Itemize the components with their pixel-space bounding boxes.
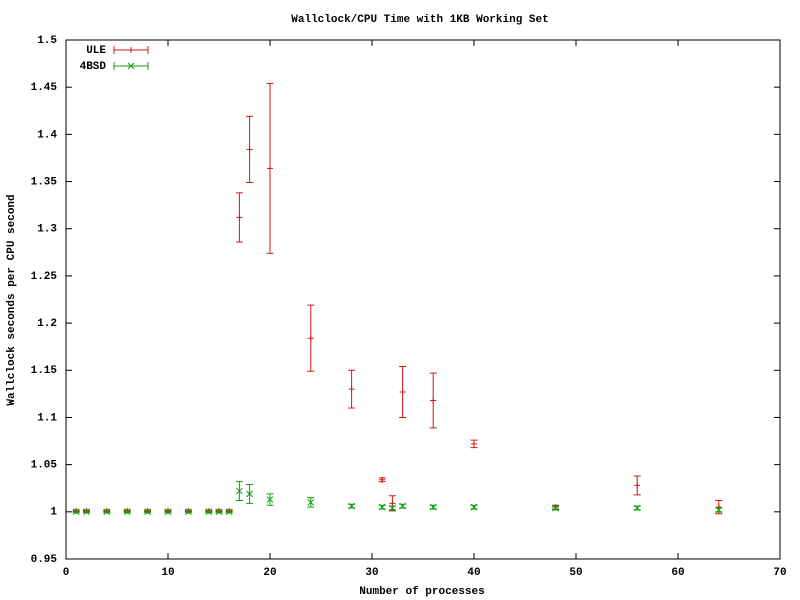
- legend-label: 4BSD: [80, 61, 107, 73]
- point-marker: [205, 508, 213, 516]
- point-marker: [164, 508, 172, 516]
- point-marker: [471, 440, 477, 447]
- point-marker: [246, 146, 253, 153]
- point-marker: [307, 335, 314, 342]
- point-marker: [348, 386, 355, 393]
- point-marker: [715, 506, 723, 514]
- point-marker: [634, 482, 641, 489]
- chart-title: Wallclock/CPU Time with 1KB Working Set: [291, 14, 548, 26]
- x-tick-label: 10: [161, 567, 174, 579]
- x-tick-label: 30: [365, 567, 378, 579]
- y-tick-label: 1.3: [37, 224, 57, 236]
- point-marker: [185, 508, 192, 516]
- point-marker: [215, 508, 223, 516]
- point-marker: [348, 502, 355, 510]
- x-tick-label: 60: [671, 567, 684, 579]
- y-tick-label: 1.25: [31, 271, 58, 283]
- legend-sample: [113, 62, 149, 70]
- point-marker: [389, 500, 396, 507]
- point-marker: [429, 503, 437, 511]
- point-marker: [123, 508, 131, 516]
- point-marker: [246, 490, 253, 498]
- plot-frame: [65, 39, 781, 560]
- point-marker: [83, 508, 90, 516]
- y-tick-label: 1.4: [37, 129, 57, 141]
- point-marker: [470, 503, 478, 511]
- point-marker: [430, 397, 437, 404]
- y-axis-label: Wallclock seconds per CPU second: [6, 194, 18, 405]
- point-marker: [103, 508, 111, 516]
- y-tick-label: 1.2: [37, 318, 57, 330]
- y-tick-label: 1.1: [37, 412, 57, 424]
- y-tick-label: 1.05: [31, 460, 58, 472]
- point-marker: [266, 496, 274, 503]
- point-marker: [399, 502, 406, 510]
- point-marker: [307, 499, 315, 506]
- point-marker: [399, 388, 406, 395]
- y-tick-label: 1: [50, 507, 57, 519]
- point-marker: [633, 504, 641, 512]
- point-marker: [144, 508, 151, 516]
- y-tick-label: 1.15: [31, 365, 58, 377]
- point-marker: [236, 487, 243, 495]
- point-marker: [225, 508, 233, 516]
- x-tick-label: 20: [263, 567, 276, 579]
- y-tick-label: 0.95: [31, 554, 58, 566]
- y-tick-label: 1.35: [31, 176, 58, 188]
- x-axis-label: Number of processes: [359, 586, 484, 598]
- x-tick-label: 0: [63, 567, 70, 579]
- point-marker: [72, 508, 80, 516]
- point-marker: [379, 476, 386, 483]
- point-marker: [267, 165, 273, 172]
- legend-label: ULE: [86, 45, 106, 57]
- point-marker: [236, 214, 243, 221]
- x-tick-label: 50: [569, 567, 582, 579]
- point-marker: [389, 504, 396, 512]
- point-marker: [378, 503, 386, 511]
- y-tick-label: 1.45: [31, 82, 58, 94]
- legend-sample: [113, 46, 149, 54]
- point-marker: [552, 504, 559, 512]
- x-tick-label: 40: [467, 567, 480, 579]
- y-tick-label: 1.5: [37, 35, 57, 47]
- x-tick-label: 70: [773, 567, 786, 579]
